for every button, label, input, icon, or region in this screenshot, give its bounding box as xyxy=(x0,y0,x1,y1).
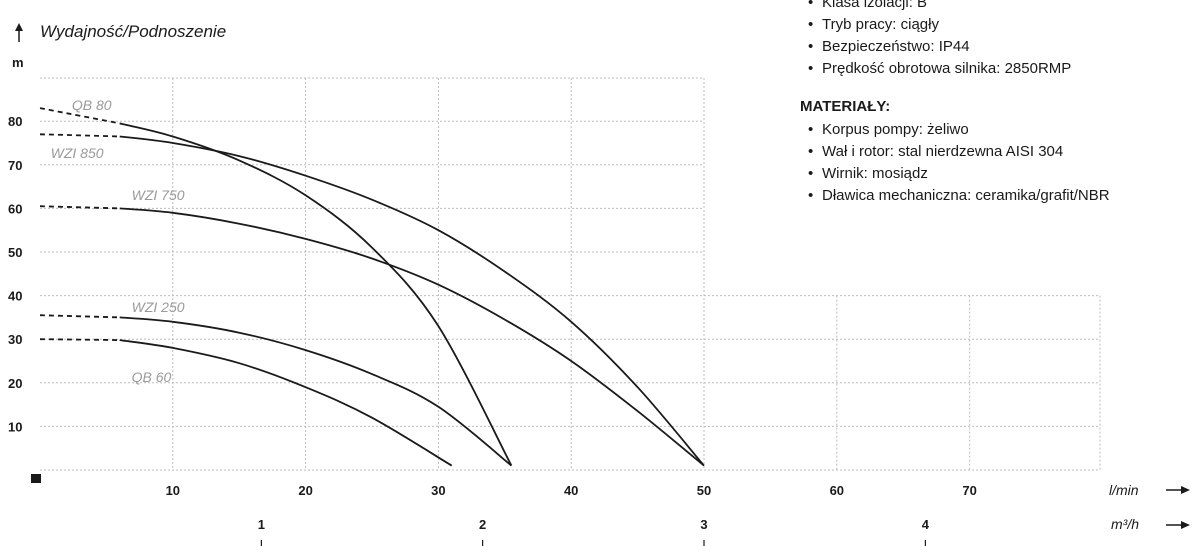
spec-item: • Tryb pracy: ciągły xyxy=(800,14,1194,36)
x-tick-label: 60 xyxy=(830,483,844,498)
y-tick-label: 60 xyxy=(8,201,22,216)
bullet-glyph: • xyxy=(808,121,814,138)
x2-axis-unit-m3h: m³/h xyxy=(1111,516,1139,532)
series-curve-extrapolated xyxy=(39,205,120,210)
material-item-text: Wirnik: mosiądz xyxy=(822,165,928,182)
y-tick-label: 40 xyxy=(8,289,22,304)
y-axis-unit: m xyxy=(12,55,24,70)
x-tick-label: 30 xyxy=(431,483,445,498)
x-tick-label: 70 xyxy=(962,483,976,498)
x2-axis-arrow xyxy=(1166,521,1190,529)
y-tick-label: 30 xyxy=(8,332,22,347)
bullet-glyph: • xyxy=(808,165,814,182)
material-item: • Korpus pompy: żeliwo xyxy=(800,119,1194,141)
x2-tick-label: 4 xyxy=(922,517,930,532)
x-tick-label: 40 xyxy=(564,483,578,498)
series-label: QB 60 xyxy=(132,369,172,385)
materials-heading: MATERIAŁY: xyxy=(800,98,891,115)
spec-item-text: Tryb pracy: ciągły xyxy=(822,16,939,33)
y-tick-label: 80 xyxy=(8,114,22,129)
spec-item-text: Bezpieczeństwo: IP44 xyxy=(822,38,970,55)
series-label: WZI 850 xyxy=(51,145,104,161)
materials-list: • Korpus pompy: żeliwo • Wał i rotor: stal… xyxy=(800,119,1194,207)
origin-marker xyxy=(31,474,41,483)
series-curve-extrapolated xyxy=(39,314,120,319)
material-item: • Wirnik: mosiądz xyxy=(800,163,1194,185)
series-curve xyxy=(119,339,453,467)
bullet-glyph: • xyxy=(808,143,814,160)
x2-tick-labels: 1 2 3 4 xyxy=(258,517,930,546)
specifications-panel: • Klasa izolacji: B • Tryb pracy: ciągły •… xyxy=(800,0,1194,207)
x-tick-label: 50 xyxy=(697,483,711,498)
series-curve-extrapolated xyxy=(39,107,120,125)
material-item-text: Wał i rotor: stal nierdzewna AISI 304 xyxy=(822,143,1064,160)
series-curve xyxy=(119,135,705,467)
y-axis-title: Wydajność/Podnoszenie xyxy=(40,22,226,41)
series-curve xyxy=(119,122,513,467)
x2-tick-label: 3 xyxy=(700,517,707,532)
series-curve-extrapolated xyxy=(39,338,120,341)
spec-item: • Bezpieczeństwo: IP44 xyxy=(800,36,1194,58)
material-item-text: Korpus pompy: żeliwo xyxy=(822,121,969,138)
y-tick-label: 70 xyxy=(8,158,22,173)
bullet-glyph: • xyxy=(808,60,814,77)
x-tick-label: 10 xyxy=(166,483,180,498)
series-label: QB 80 xyxy=(72,97,112,113)
series-label: WZI 250 xyxy=(132,299,185,315)
x-tick-labels: 10 20 30 40 50 60 70 xyxy=(166,483,977,498)
bullet-glyph: • xyxy=(808,38,814,55)
x-tick-label: 20 xyxy=(298,483,312,498)
bullet-glyph: • xyxy=(808,16,814,33)
y-tick-labels: 10 20 30 40 50 60 70 80 xyxy=(8,114,22,434)
x2-tick-label: 1 xyxy=(258,517,265,532)
series-label: WZI 750 xyxy=(132,187,185,203)
spec-item: • Klasa izolacji: B xyxy=(800,0,1194,14)
y-tick-label: 50 xyxy=(8,245,22,260)
bullet-glyph: • xyxy=(808,187,814,204)
series-curve xyxy=(119,316,512,467)
series-curve xyxy=(119,207,705,467)
y-axis-arrow xyxy=(15,23,23,42)
spec-list: • Klasa izolacji: B • Tryb pracy: ciągły •… xyxy=(800,0,1194,80)
material-item: • Wał i rotor: stal nierdzewna AISI 304 xyxy=(800,141,1194,163)
material-item: • Dławica mechaniczna: ceramika/grafit/NB… xyxy=(800,185,1194,207)
series-labels: QB 80 WZI 850 WZI 750 WZI 250 QB 60 xyxy=(51,97,185,385)
spec-item-text: Klasa izolacji: B xyxy=(822,0,928,11)
x2-tick-label: 2 xyxy=(479,517,486,532)
x-axis-arrow xyxy=(1166,486,1190,494)
bullet-glyph: • xyxy=(808,0,814,11)
material-item-text: Dławica mechaniczna: ceramika/grafit/NBR xyxy=(822,187,1110,204)
spec-item-text: Prędkość obrotowa silnika: 2850RMP xyxy=(822,60,1072,77)
chart-series xyxy=(39,107,705,467)
x-axis-unit-lmin: l/min xyxy=(1109,482,1139,498)
series-curve-extrapolated xyxy=(39,133,120,138)
spec-item: • Prędkość obrotowa silnika: 2850RMP xyxy=(800,58,1194,80)
y-tick-label: 10 xyxy=(8,419,22,434)
y-tick-label: 20 xyxy=(8,376,22,391)
